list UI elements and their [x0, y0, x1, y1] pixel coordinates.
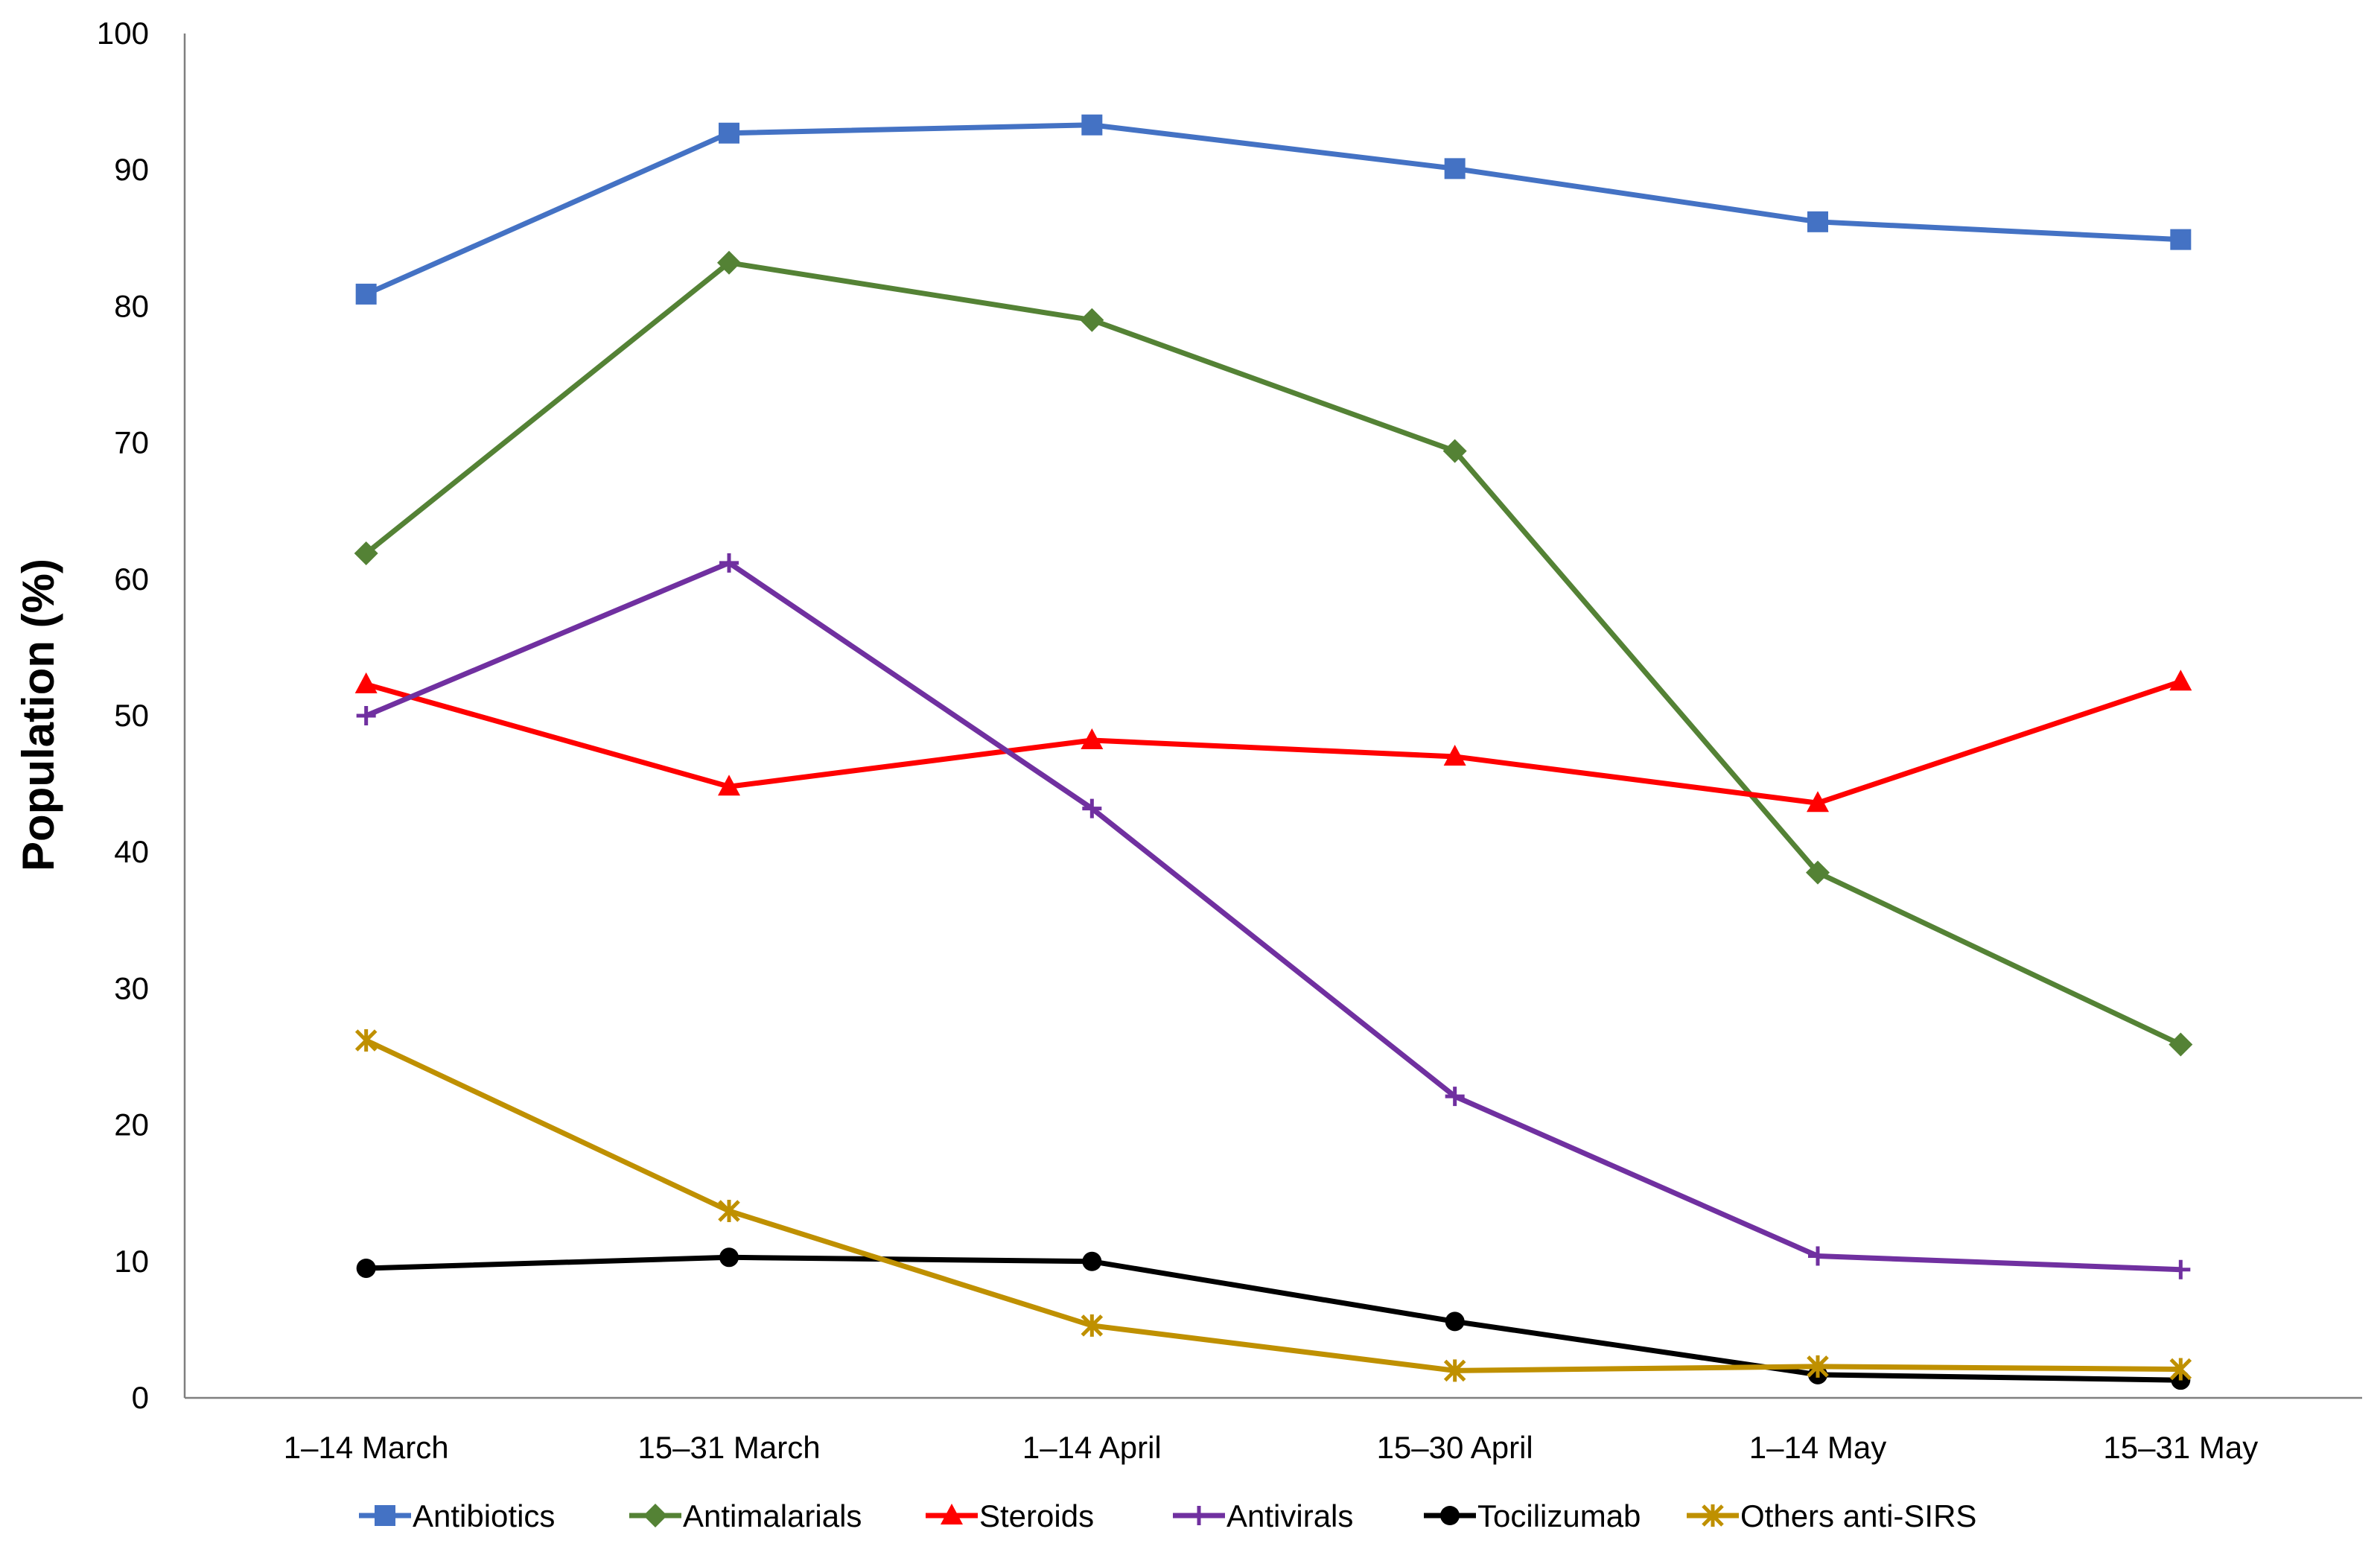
y-tick-label: 90 — [114, 152, 149, 187]
data-point-antimalarials — [1080, 308, 1104, 332]
y-tick-label: 70 — [114, 425, 149, 460]
legend-item-tocilizumab: Tocilizumab — [1424, 1498, 1641, 1533]
x-tick-label: 15–31 May — [2103, 1430, 2258, 1465]
data-point-tocilizumab — [1445, 1311, 1465, 1332]
data-point-antimalarials — [717, 250, 741, 275]
data-point-steroids — [1807, 791, 1829, 813]
data-point-antivirals — [719, 553, 739, 573]
legend-item-antimalarials: Antimalarials — [629, 1498, 862, 1533]
data-point-tocilizumab — [719, 1247, 739, 1268]
legend-swatch-marker — [643, 1504, 667, 1527]
data-point-steroids — [718, 775, 740, 796]
series-line-antimalarials — [363, 260, 2183, 1048]
legend-item-antibiotics: Antibiotics — [359, 1498, 555, 1533]
y-tick-label: 30 — [114, 970, 149, 1005]
data-point-others-anti-sirs — [1081, 1314, 1104, 1337]
series-others-anti-sirs — [354, 1029, 2192, 1382]
data-point-others-anti-sirs — [1443, 1359, 1466, 1382]
legend-label: Antimalarials — [683, 1498, 862, 1533]
y-tick-label: 20 — [114, 1107, 149, 1142]
legend-label: Others anti-SIRS — [1740, 1498, 1976, 1533]
data-point-steroids — [2169, 670, 2192, 691]
y-axis-ticks: 0 10 20 30 40 50 60 70 80 90 100 — [97, 16, 149, 1415]
data-point-antimalarials — [2169, 1032, 2193, 1057]
legend-swatch-marker — [941, 1504, 963, 1524]
legend-label: Antivirals — [1226, 1498, 1353, 1533]
data-point-tocilizumab — [1082, 1251, 1102, 1271]
data-point-others-anti-sirs — [2169, 1358, 2192, 1381]
data-point-antimalarials — [1806, 860, 1830, 885]
series-line-steroids — [363, 678, 2183, 806]
legend-label: Tocilizumab — [1477, 1498, 1641, 1533]
legend-item-others-anti-sirs: Others anti-SIRS — [1687, 1498, 1976, 1533]
x-tick-label: 15–31 March — [637, 1430, 820, 1465]
data-point-antimalarials — [1442, 439, 1467, 463]
y-tick-label: 100 — [97, 16, 149, 51]
data-point-tocilizumab — [356, 1258, 376, 1278]
legend-label: Steroids — [979, 1498, 1094, 1533]
y-tick-label: 10 — [114, 1244, 149, 1279]
data-point-steroids — [1443, 744, 1466, 766]
x-tick-label: 1–14 May — [1749, 1430, 1886, 1465]
data-point-steroids — [1081, 728, 1104, 749]
legend-item-steroids: Steroids — [926, 1498, 1094, 1533]
legend-label: Antibiotics — [413, 1498, 555, 1533]
series-line-others-anti-sirs — [363, 1037, 2183, 1373]
y-axis-label: Population (%) — [13, 559, 63, 871]
series-group — [354, 114, 2193, 1390]
data-point-antibiotics — [2170, 229, 2192, 250]
x-tick-label: 1–14 March — [284, 1430, 449, 1465]
legend-swatch-marker — [375, 1505, 395, 1526]
series-line-antivirals — [363, 560, 2183, 1273]
series-antivirals — [356, 553, 2191, 1279]
legend-swatch-marker — [1189, 1506, 1209, 1525]
series-line-antibiotics — [363, 122, 2183, 297]
series-steroids — [354, 670, 2192, 813]
y-tick-label: 40 — [114, 834, 149, 869]
data-point-others-anti-sirs — [1807, 1355, 1829, 1378]
series-antibiotics — [355, 114, 2192, 305]
data-point-antivirals — [1808, 1246, 1827, 1266]
data-point-antibiotics — [1807, 211, 1828, 232]
data-point-antivirals — [1082, 798, 1102, 818]
x-tick-label: 1–14 April — [1022, 1430, 1162, 1465]
y-tick-label: 80 — [114, 288, 149, 323]
series-line-tocilizumab — [363, 1254, 2183, 1383]
data-point-others-anti-sirs — [718, 1200, 740, 1223]
y-tick-label: 50 — [114, 698, 149, 733]
data-point-antibiotics — [355, 283, 377, 305]
data-point-antivirals — [1445, 1087, 1465, 1107]
legend-swatch-marker — [1440, 1506, 1460, 1525]
legend: Antibiotics Antimalarials Steroids Antivira… — [359, 1498, 1976, 1533]
axes — [183, 34, 2362, 1399]
data-point-antivirals — [356, 706, 376, 725]
data-point-antibiotics — [1081, 114, 1103, 136]
data-point-antibiotics — [1444, 158, 1466, 179]
x-tick-label: 15–30 April — [1377, 1430, 1533, 1465]
data-point-steroids — [354, 672, 378, 693]
data-point-others-anti-sirs — [354, 1029, 378, 1052]
legend-swatch-marker — [1702, 1504, 1724, 1527]
y-tick-label: 60 — [114, 562, 149, 597]
y-tick-label: 0 — [132, 1380, 149, 1415]
x-axis-ticks: 1–14 March 15–31 March 1–14 April 15–30 Apr… — [284, 1430, 2258, 1465]
data-point-antibiotics — [719, 122, 739, 144]
data-point-antivirals — [2171, 1259, 2191, 1279]
legend-item-antivirals: Antivirals — [1173, 1498, 1353, 1533]
series-antimalarials — [354, 250, 2193, 1057]
data-point-antimalarials — [354, 541, 378, 565]
